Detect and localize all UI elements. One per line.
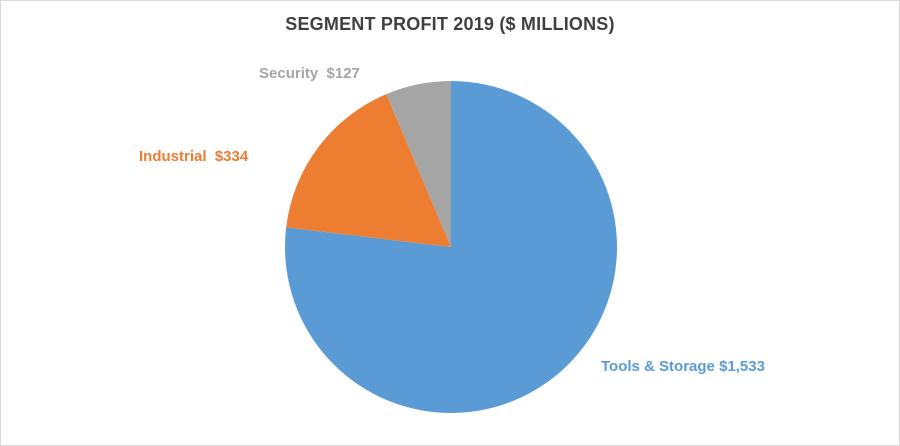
chart-title: SEGMENT PROFIT 2019 ($ MILLIONS)	[285, 14, 615, 34]
pie-slice-tools-storage	[285, 81, 618, 413]
data-label-tools-and-storage: Tools & Storage $1,533	[601, 358, 765, 375]
data-label-security: Security $127	[259, 65, 360, 82]
pie-slice-industrial	[286, 94, 451, 248]
data-label-industrial: Industrial $334	[139, 148, 249, 165]
pie-slice-security	[386, 81, 451, 247]
